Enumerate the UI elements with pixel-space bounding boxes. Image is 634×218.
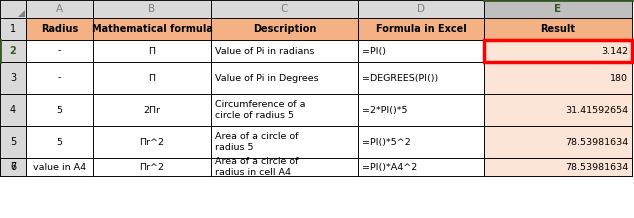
Bar [93, 158, 211, 176]
Bar [211, 40, 358, 62]
Bar [211, 126, 358, 158]
Bar [0, 158, 26, 176]
Text: 180: 180 [610, 73, 628, 82]
Text: 5: 5 [10, 137, 16, 147]
Bar [0, 94, 26, 126]
Text: Value of Pi in radians: Value of Pi in radians [215, 46, 314, 56]
Bar [358, 94, 484, 126]
Text: A: A [56, 4, 63, 14]
Bar [26, 94, 93, 126]
Text: =PI(): =PI() [362, 46, 386, 56]
Text: 7: 7 [10, 162, 16, 172]
Text: 78.53981634: 78.53981634 [565, 138, 628, 146]
Bar [26, 126, 93, 158]
Bar [0, 18, 26, 40]
Text: 78.53981634: 78.53981634 [565, 162, 628, 172]
Text: value in A4: value in A4 [33, 162, 86, 172]
Text: 6: 6 [10, 162, 16, 172]
Bar [358, 18, 484, 40]
Text: Mathematical formula: Mathematical formula [91, 24, 212, 34]
Text: 2Πr: 2Πr [143, 106, 160, 114]
Bar [358, 62, 484, 94]
Bar [93, 0, 211, 18]
Bar [484, 126, 632, 158]
Bar [358, 158, 484, 176]
Bar [0, 62, 26, 94]
Bar [26, 40, 93, 62]
Text: Circumference of a
circle of radius 5: Circumference of a circle of radius 5 [215, 100, 306, 120]
Bar [211, 62, 358, 94]
Bar [484, 158, 632, 176]
Bar [0, 40, 26, 62]
Bar [93, 40, 211, 62]
Text: Result: Result [541, 24, 576, 34]
Text: =2*PI()*5: =2*PI()*5 [362, 106, 408, 114]
Text: 3.142: 3.142 [601, 46, 628, 56]
Text: 3: 3 [10, 73, 16, 83]
Bar [26, 0, 93, 18]
Text: Area of a circle of
radius in cell A4: Area of a circle of radius in cell A4 [215, 157, 299, 177]
Bar [211, 158, 358, 176]
Bar [0, 126, 26, 158]
Bar [26, 62, 93, 94]
Text: Π: Π [148, 73, 155, 82]
Bar [211, 158, 358, 176]
Text: =PI()*5^2: =PI()*5^2 [362, 138, 411, 146]
Bar [93, 158, 211, 176]
Bar [26, 158, 93, 176]
Text: Value of Pi in Degrees: Value of Pi in Degrees [215, 73, 319, 82]
Text: 1: 1 [10, 24, 16, 34]
Text: -: - [58, 46, 61, 56]
Text: Formula in Excel: Formula in Excel [375, 24, 467, 34]
Text: 2: 2 [10, 46, 16, 56]
Text: 4: 4 [10, 105, 16, 115]
Text: -: - [58, 73, 61, 82]
Bar [0, 0, 26, 18]
Bar [93, 18, 211, 40]
Text: E: E [555, 4, 562, 14]
Text: D: D [417, 4, 425, 14]
Bar [358, 0, 484, 18]
Text: =DEGREES(PI()): =DEGREES(PI()) [362, 73, 438, 82]
Text: Π: Π [148, 46, 155, 56]
Bar [211, 0, 358, 18]
Text: 5: 5 [56, 106, 63, 114]
Text: Πr^2: Πr^2 [139, 162, 164, 172]
Text: Area of a circle of
radius 5: Area of a circle of radius 5 [215, 132, 299, 152]
Bar [358, 126, 484, 158]
Text: C: C [281, 4, 288, 14]
Bar [211, 18, 358, 40]
Text: 31.41592654: 31.41592654 [565, 106, 628, 114]
Bar [26, 18, 93, 40]
Bar [484, 18, 632, 40]
Bar [93, 62, 211, 94]
Text: B: B [148, 4, 155, 14]
Bar [93, 94, 211, 126]
Bar [26, 158, 93, 176]
Bar [93, 126, 211, 158]
Bar [358, 40, 484, 62]
Text: Πr^2: Πr^2 [139, 138, 164, 146]
Text: Description: Description [253, 24, 316, 34]
Text: Radius: Radius [41, 24, 78, 34]
Bar [0, 158, 26, 176]
Bar [484, 94, 632, 126]
Bar [484, 62, 632, 94]
Bar [484, 40, 632, 62]
Bar [484, 0, 632, 18]
Polygon shape [18, 10, 25, 17]
Text: 5: 5 [56, 138, 63, 146]
Bar [484, 40, 632, 62]
Bar [211, 94, 358, 126]
Bar [484, 158, 632, 176]
Bar [358, 158, 484, 176]
Text: =PI()*A4^2: =PI()*A4^2 [362, 162, 417, 172]
